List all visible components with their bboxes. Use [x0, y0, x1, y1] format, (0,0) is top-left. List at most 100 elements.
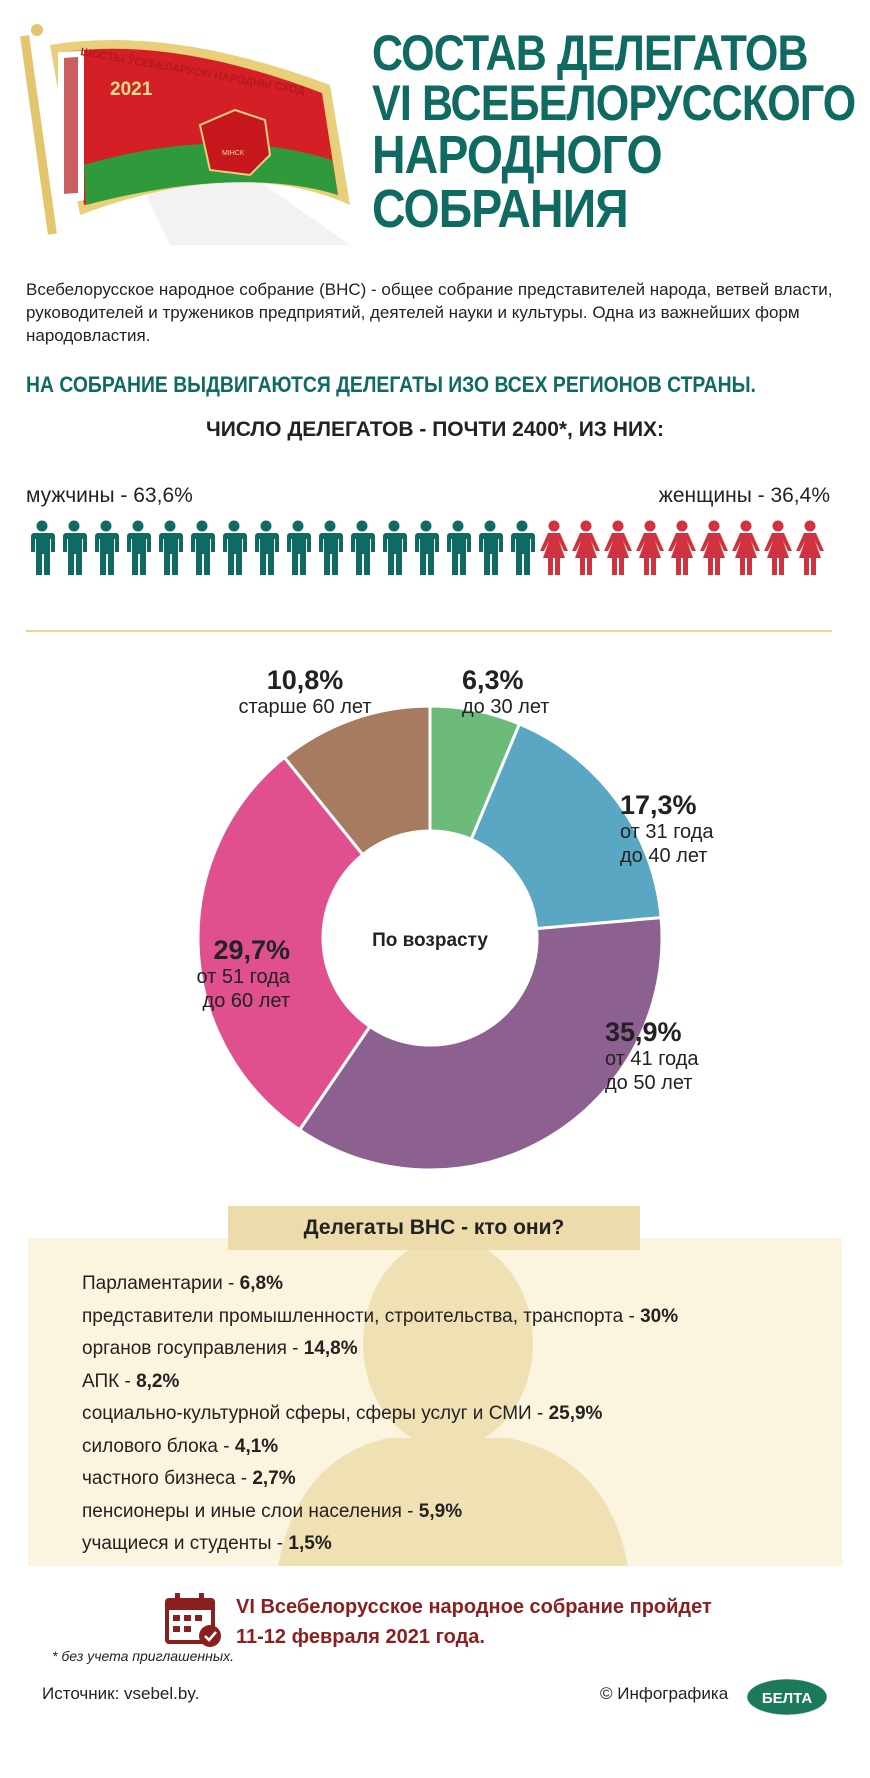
title-line: СОБРАНИЯ [372, 179, 629, 239]
man-icon [154, 520, 186, 580]
who-box [28, 1238, 842, 1566]
who-item: социально-культурной сферы, сферы услуг … [82, 1398, 678, 1431]
who-item: Парламентарии - 6,8% [82, 1268, 678, 1301]
slice-category: старше 60 лет [238, 696, 372, 718]
who-item-label: частного бизнеса - [82, 1468, 253, 1489]
gender-pictogram [26, 520, 826, 580]
calendar-check-icon [165, 1593, 221, 1647]
who-item-label: пенсионеры и иные слои населения - [82, 1500, 419, 1522]
man-icon [442, 520, 474, 580]
slice-label: 10,8% старше 60 лет [210, 665, 400, 719]
man-icon [186, 520, 218, 580]
event-line: 11-12 февраля 2021 года. [236, 1626, 485, 1648]
man-icon [250, 520, 282, 580]
who-item-label: Парламентарии - [82, 1273, 240, 1294]
title-line: VI ВСЕБЕЛОРУССКОГО [372, 75, 856, 131]
who-item-value: 5,9% [418, 1500, 463, 1522]
source: Источник: vsebel.by. [42, 1684, 200, 1703]
donut-slice [282, 704, 432, 857]
who-item-value: 6,8% [239, 1273, 283, 1294]
who-item-label: представители промышленности, строительс… [82, 1305, 641, 1327]
flag-year: 2021 [110, 79, 153, 100]
slice-value: 10,8% [266, 665, 344, 695]
woman-icon [762, 520, 794, 580]
man-icon [218, 520, 250, 580]
who-item-value: 1,5% [288, 1533, 332, 1554]
who-item: органов госуправления - 14,8% [82, 1333, 678, 1366]
person-silhouette-icon [278, 1238, 628, 1566]
slice-category: до 40 лет [620, 845, 708, 867]
slice-label: 6,3% до 30 лет [462, 665, 549, 719]
who-heading: Делегаты ВНС - кто они? [228, 1206, 640, 1250]
divider [26, 630, 832, 632]
who-item-value: 14,8% [303, 1338, 358, 1359]
event-line: VI Всебелорусское народное собрание прой… [236, 1596, 712, 1618]
belta-logo-text: БЕЛТА [762, 1690, 813, 1707]
event-notice: VI Всебелорусское народное собрание прой… [236, 1592, 712, 1652]
footnote: * без учета приглашенных. [52, 1648, 235, 1664]
who-item-label: силового блока - [82, 1435, 235, 1457]
chart-center-title: По возрасту [372, 930, 488, 951]
who-item-value: 8,2% [136, 1370, 180, 1392]
slice-value: 29,7% [213, 935, 290, 965]
man-icon [474, 520, 506, 580]
who-item-value: 4,1% [234, 1435, 279, 1457]
who-item-label: органов госуправления - [82, 1338, 304, 1359]
slice-value: 6,3% [462, 665, 524, 695]
woman-icon [570, 520, 602, 580]
who-item: частного бизнеса - 2,7% [82, 1463, 678, 1496]
who-item: силового блока - 4,1% [82, 1431, 678, 1464]
women-label: женщины - 36,4% [658, 484, 830, 507]
title-line: НАРОДНОГО [372, 125, 663, 185]
who-item-value: 30% [640, 1305, 679, 1327]
who-item-value: 25,9% [548, 1403, 603, 1424]
woman-icon [634, 520, 666, 580]
slice-category: от 51 года [196, 966, 290, 988]
man-icon [314, 520, 346, 580]
slice-category: от 31 года [620, 821, 714, 843]
who-item: представители промышленности, строительс… [82, 1301, 678, 1334]
who-item-value: 2,7% [252, 1468, 296, 1489]
who-item: пенсионеры и иные слои населения - 5,9% [82, 1496, 678, 1529]
man-icon [58, 520, 90, 580]
slice-category: до 60 лет [202, 990, 290, 1012]
slice-value: 35,9% [605, 1017, 682, 1047]
men-label: мужчины - 63,6% [26, 484, 193, 507]
title-line: СОСТАВ ДЕЛЕГАТОВ [372, 25, 809, 81]
man-icon [410, 520, 442, 580]
man-icon [90, 520, 122, 580]
regions-headline: НА СОБРАНИЕ ВЫДВИГАЮТСЯ ДЕЛЕГАТЫ ИЗО ВСЕ… [26, 372, 756, 397]
who-item: АПК - 8,2% [82, 1366, 678, 1399]
man-icon [346, 520, 378, 580]
page-title: СОСТАВ ДЕЛЕГАТОВ VI ВСЕБЕЛОРУССКОГО НАРО… [372, 25, 856, 239]
man-icon [378, 520, 410, 580]
delegate-count: ЧИСЛО ДЕЛЕГАТОВ - ПОЧТИ 2400*, ИЗ НИХ: [205, 418, 665, 441]
woman-icon [794, 520, 826, 580]
flag-city: МІНСК [222, 150, 245, 157]
slice-category: до 30 лет [462, 696, 550, 718]
who-item: учащиеся и студенты - 1,5% [82, 1528, 678, 1561]
man-icon [26, 520, 58, 580]
woman-icon [666, 520, 698, 580]
intro-text: Всебелорусское народное собрание (ВНС) -… [26, 280, 833, 345]
copyright: © Инфографика [600, 1684, 729, 1703]
woman-icon [602, 520, 634, 580]
woman-icon [538, 520, 570, 580]
who-list: Парламентарии - 6,8% представители промыш… [82, 1268, 678, 1561]
donut-slice [469, 721, 663, 931]
man-icon [282, 520, 314, 580]
who-item-label: социально-культурной сферы, сферы услуг … [82, 1403, 549, 1424]
slice-label: 17,3% от 31 года до 40 лет [620, 790, 714, 868]
donut-slice [196, 755, 372, 1132]
man-icon [506, 520, 538, 580]
who-item-label: учащиеся и студенты - [82, 1533, 289, 1554]
woman-icon [730, 520, 762, 580]
age-donut-chart: По возрасту [196, 704, 664, 1172]
slice-value: 17,3% [620, 790, 697, 820]
woman-icon [698, 520, 730, 580]
flag-illustration: ШОСТЫ ЎСЕБЕЛАРУСКІ НАРОДНЫ СХОД 2021 МІН… [20, 24, 350, 245]
slice-label: 29,7% от 51 года до 60 лет [60, 935, 290, 1013]
who-item-label: АПК - [82, 1370, 137, 1392]
slice-category: до 50 лет [605, 1072, 693, 1094]
belta-logo: БЕЛТА [746, 1678, 828, 1716]
